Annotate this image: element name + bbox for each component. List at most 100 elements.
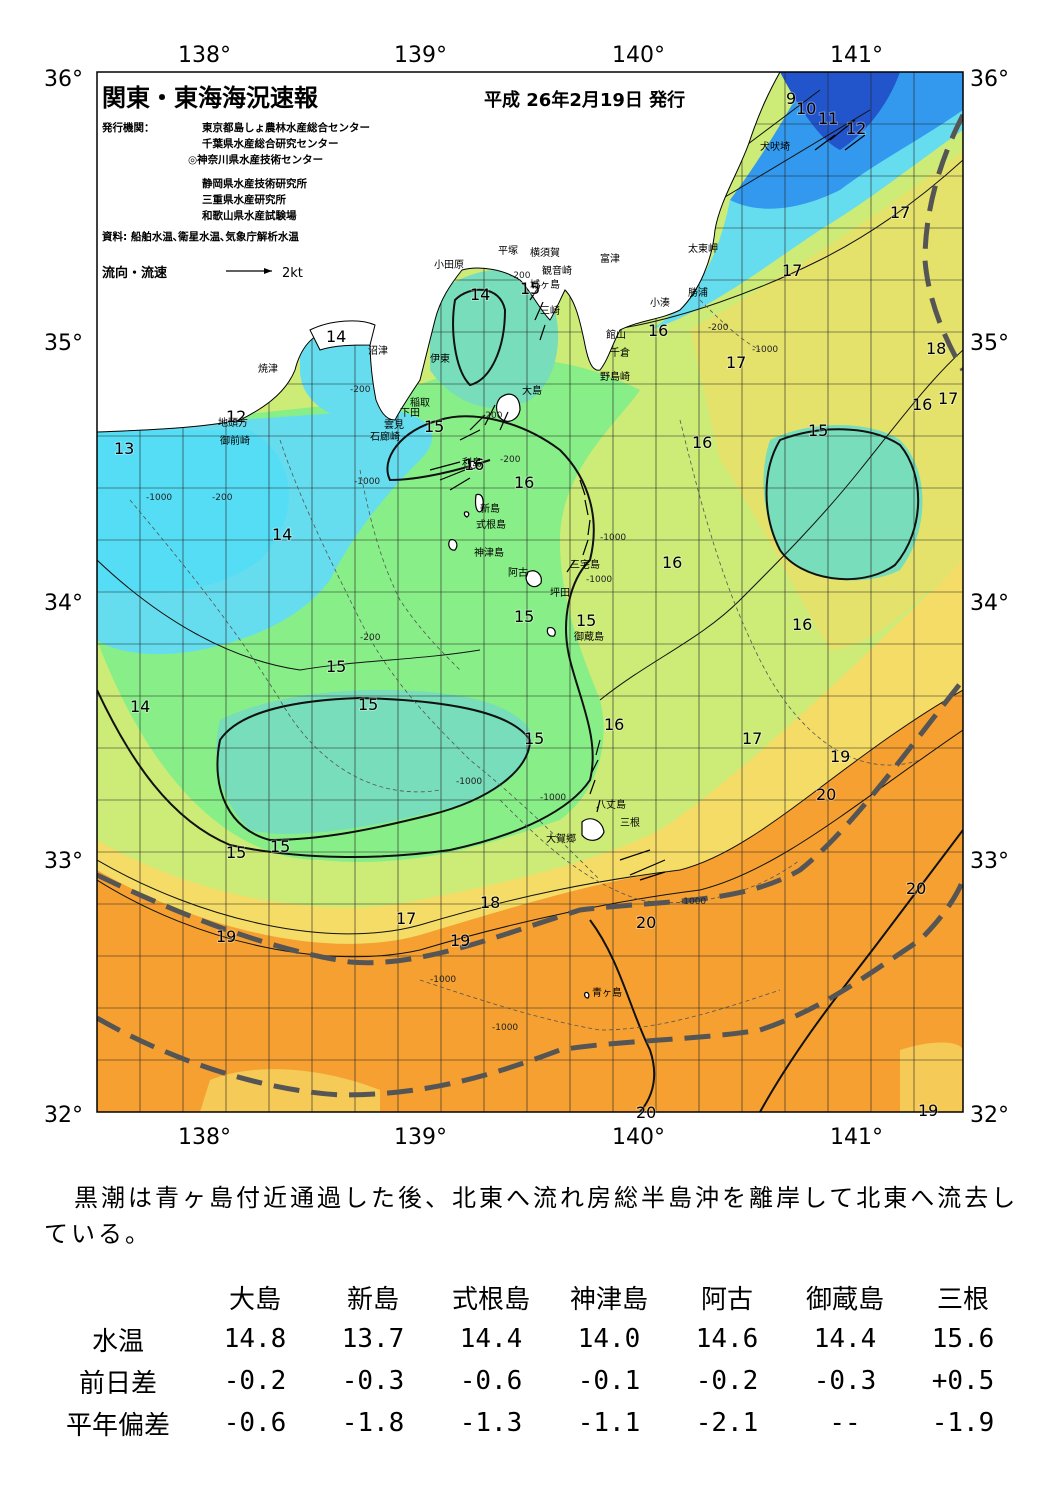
- place-name: 伊東: [430, 352, 450, 365]
- place-name: 焼津: [258, 363, 278, 375]
- depth-label: -200: [350, 385, 371, 395]
- table-header-row: 大島 新島 式根島 神津島 阿古 御蔵島 三根: [40, 1276, 1022, 1318]
- isotherm-label: 12: [226, 407, 246, 426]
- depth-labels: -200 -1000 -200 -200 -1000 -200 -200 -10…: [146, 271, 778, 1033]
- isotherm-label: 16: [662, 553, 682, 572]
- table-cell: -1.1: [577, 1408, 641, 1438]
- place-name: 稲取: [410, 397, 430, 409]
- table-column-header: 御蔵島: [805, 1284, 884, 1315]
- isotherm-label: 15: [514, 607, 534, 626]
- isotherm-label: 19: [450, 931, 470, 950]
- place-name: 八丈島: [596, 798, 626, 811]
- place-name: 野島崎: [600, 370, 630, 383]
- island-hachijojima: [581, 818, 605, 841]
- place-name: 犬吠埼: [760, 140, 790, 153]
- row-label: 平年偏差: [65, 1410, 170, 1441]
- depth-label: -1000: [600, 533, 626, 543]
- publisher-2: 千葉県水産総合研究センター: [202, 137, 339, 150]
- table-cell: -0.6: [223, 1408, 287, 1438]
- depth-label: -200: [500, 455, 521, 465]
- place-name: 横須賀: [530, 246, 560, 259]
- isotherm-label: 20: [636, 913, 656, 932]
- row-label: 前日差: [78, 1368, 157, 1399]
- table-cell: -0.2: [223, 1366, 287, 1396]
- table-column-header: 大島: [228, 1284, 281, 1315]
- depth-contours: [129, 299, 921, 1031]
- island-shikinejima: [463, 511, 470, 518]
- isotherm-label: 14: [326, 327, 346, 346]
- table-cell: -0.6: [459, 1366, 523, 1396]
- place-name: 下田: [400, 408, 420, 419]
- place-name: 小湊: [650, 296, 670, 309]
- summary-text: 黒潮は青ヶ島付近通過した後、北東へ流れ房総半島沖を離岸して北東へ流去している。: [44, 1180, 1024, 1252]
- place-name: 観音崎: [542, 264, 572, 277]
- place-name: 青ヶ島: [592, 986, 622, 999]
- lat-label-right: 35°: [970, 331, 1009, 356]
- place-name: 御前崎: [220, 434, 250, 447]
- isotherm-label: 15: [358, 695, 378, 714]
- table-column-header: 新島: [346, 1284, 399, 1315]
- isotherm-label: 18: [480, 893, 500, 912]
- table-cell: -0.1: [577, 1366, 641, 1396]
- place-name: 沼津: [368, 344, 388, 357]
- table-cell: -1.3: [459, 1408, 523, 1438]
- table-cell: 14.4: [459, 1324, 523, 1354]
- isotherm-label: 15: [424, 417, 444, 436]
- lat-label-left: 34°: [44, 591, 83, 616]
- lat-label-right: 32°: [970, 1103, 1009, 1128]
- isotherm-label: 15: [226, 843, 246, 862]
- isotherm-label: 16: [792, 615, 812, 634]
- place-name: 阿古: [508, 566, 528, 579]
- place-name: 勝浦: [688, 286, 708, 299]
- lat-labels: 36° 35° 34° 33° 32° 36° 35° 34° 33° 32°: [44, 67, 1009, 1128]
- place-name: 館山: [606, 328, 626, 341]
- isotherm-label: 19: [830, 747, 850, 766]
- legend-label: 流向・流速: [102, 265, 167, 281]
- place-name: 三崎: [540, 304, 560, 317]
- lon-label-top: 139°: [394, 43, 447, 68]
- place-name: 石廊崎: [370, 430, 400, 443]
- depth-label: -200: [482, 411, 503, 421]
- isotherm-label: 14: [130, 697, 150, 716]
- isotherm-label: 20: [636, 1103, 656, 1122]
- table-cell: -1.9: [931, 1408, 995, 1438]
- place-name: 新島: [480, 502, 500, 515]
- island-oshima: [496, 393, 521, 422]
- place-name: 小田原: [434, 259, 464, 271]
- place-name: 城ヶ島: [530, 278, 560, 291]
- place-name: 地頭方: [218, 416, 248, 429]
- lat-label-right: 36°: [970, 67, 1009, 92]
- land: [97, 72, 781, 433]
- isotherm-label: 16: [648, 321, 668, 340]
- depth-label: -200: [510, 271, 531, 281]
- place-name: 大賀郷: [546, 832, 576, 845]
- depth-label: -1000: [354, 477, 380, 487]
- isotherm-label: 16: [464, 455, 484, 474]
- depth-label: -1000: [680, 897, 706, 907]
- place-name: 坪田: [550, 586, 570, 599]
- island-aogashima: [584, 991, 590, 999]
- row-label: 水温: [91, 1326, 144, 1357]
- lat-label-left: 36°: [44, 67, 83, 92]
- place-name: 太東岬: [688, 242, 718, 255]
- table-cell: -0.3: [341, 1366, 405, 1396]
- place-name: 利島: [462, 456, 482, 469]
- isotherm-label: 16: [604, 715, 624, 734]
- kuroshio-axis: [97, 113, 963, 1098]
- table-corner: [40, 1276, 196, 1318]
- legend-scale: 2kt: [282, 266, 303, 281]
- data-sources: 資料: 船舶水温､衛星水温､気象庁解析水温: [102, 230, 299, 243]
- depth-label: -1000: [752, 345, 778, 355]
- islands: [448, 393, 605, 999]
- station-temperature-table: 大島 新島 式根島 神津島 阿古 御蔵島 三根 水温 14.8 13.7 14.…: [40, 1276, 1022, 1444]
- sea-temperature-map: 関東・東海海況速報 平成 26年2月19日 発行 発行機関： 東京都島しょ農林水…: [44, 43, 1009, 1150]
- place-name: 三根: [620, 816, 640, 829]
- isotherm-label: 11: [818, 109, 838, 128]
- table-column-header: 神津島: [569, 1284, 648, 1315]
- island-kozushima: [448, 539, 458, 551]
- publisher-6: 和歌山県水産試験場: [201, 209, 297, 222]
- place-name: 千倉: [610, 346, 630, 359]
- depth-label: -200: [708, 323, 729, 333]
- table-cell: -0.2: [695, 1366, 759, 1396]
- isotherm-label: 14: [470, 285, 490, 304]
